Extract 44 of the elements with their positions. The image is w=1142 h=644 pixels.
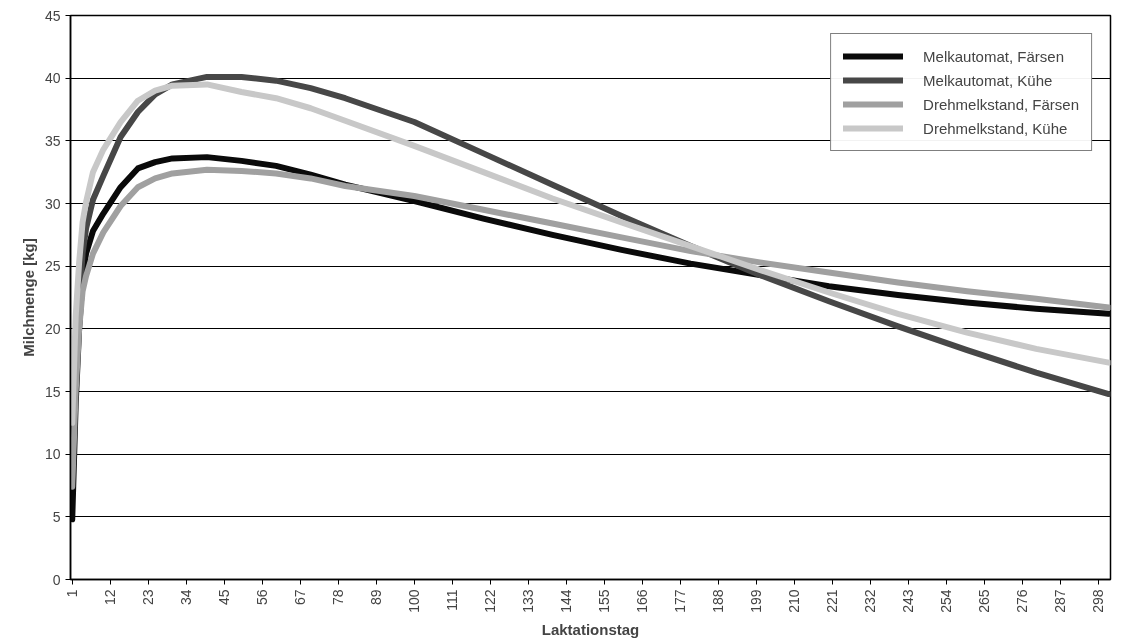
y-tick-label: 15 (44, 383, 61, 400)
y-tick-label: 35 (44, 132, 61, 149)
x-tick-label: 144 (558, 589, 575, 613)
x-tick-label: 298 (1090, 589, 1107, 613)
x-tick-label: 12 (102, 589, 119, 606)
x-tick-label: 199 (748, 589, 765, 613)
y-tick-label: 40 (44, 70, 61, 87)
y-tick-label: 25 (44, 258, 61, 275)
x-tick-label: 177 (672, 589, 689, 613)
x-tick-label: 276 (1014, 589, 1031, 613)
x-tick-label: 210 (786, 589, 803, 613)
legend-label: Drehmelkstand, Kühe (923, 119, 1068, 137)
x-tick-label: 188 (710, 589, 727, 613)
x-tick-label: 56 (254, 589, 271, 606)
x-tick-label: 78 (330, 589, 347, 606)
x-tick-label: 265 (976, 589, 993, 613)
y-tick-label: 10 (44, 446, 61, 463)
legend-label: Melkautomat, Färsen (923, 47, 1064, 65)
legend-label: Melkautomat, Kühe (923, 71, 1053, 89)
x-tick-label: 45 (216, 589, 233, 606)
x-tick-label: 122 (482, 589, 499, 613)
x-tick-label: 133 (520, 589, 537, 613)
x-tick-label: 23 (140, 589, 157, 606)
y-tick-label: 5 (52, 508, 61, 525)
y-tick-label: 20 (44, 320, 61, 337)
x-tick-label: 287 (1052, 589, 1069, 613)
y-tick-label: 45 (44, 7, 61, 24)
x-tick-label: 1 (64, 589, 81, 598)
x-tick-label: 67 (292, 589, 309, 606)
x-tick-label: 34 (178, 589, 195, 606)
x-tick-label: 243 (900, 589, 917, 613)
y-axis-title: Milchmenge [kg] (19, 238, 37, 357)
x-tick-label: 155 (596, 589, 613, 613)
x-tick-label: 89 (368, 589, 385, 606)
x-tick-label: 232 (862, 589, 879, 613)
x-tick-label: 100 (406, 589, 423, 613)
x-axis-title: Laktationstag (541, 620, 640, 638)
legend-label: Drehmelkstand, Färsen (923, 95, 1079, 113)
x-tick-label: 254 (938, 589, 955, 613)
y-tick-label: 0 (52, 571, 61, 588)
y-tick-label: 30 (44, 195, 61, 212)
x-tick-label: 221 (824, 589, 841, 613)
x-tick-label: 111 (444, 589, 461, 611)
x-tick-label: 166 (634, 589, 651, 613)
